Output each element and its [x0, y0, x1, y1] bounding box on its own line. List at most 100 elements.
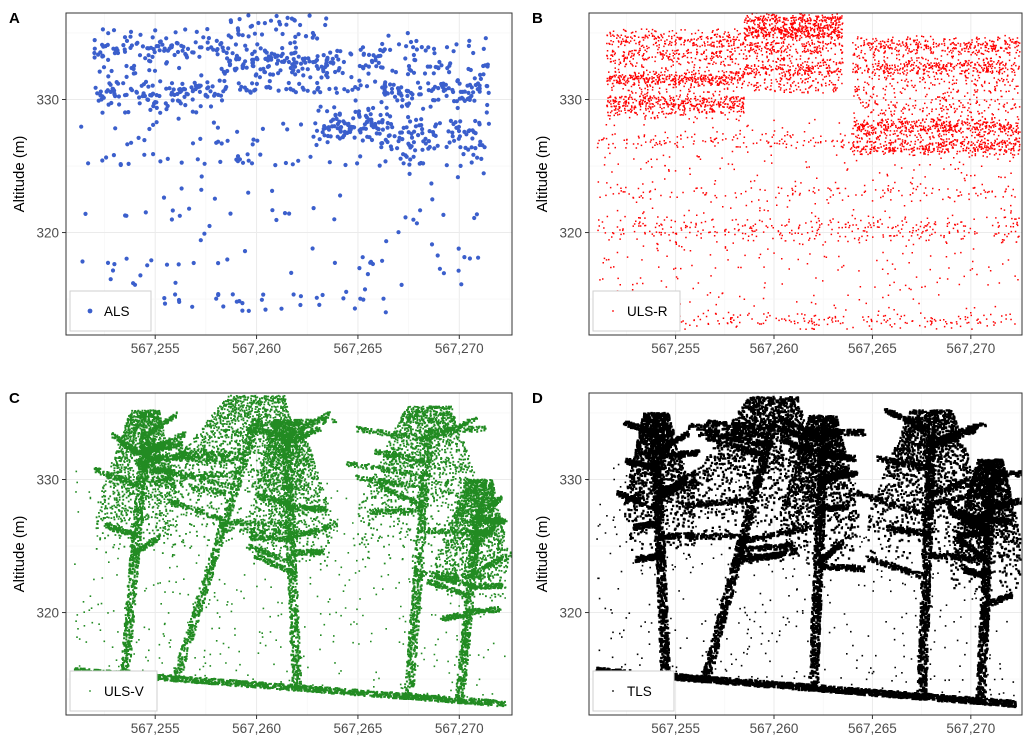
data-point [407, 171, 412, 176]
data-point [296, 54, 301, 59]
data-point [199, 73, 204, 78]
data-point [454, 42, 459, 47]
data-point [226, 33, 231, 38]
data-point [481, 72, 486, 77]
data-point [358, 154, 363, 159]
data-point [292, 17, 297, 22]
data-point [100, 110, 105, 115]
data-point [268, 72, 273, 77]
data-point [249, 161, 255, 166]
panel-c: 567,255 567,260 567,265 567,270 320 330 Altitu… [9, 390, 513, 735]
data-point [311, 33, 317, 38]
data-point [321, 53, 326, 58]
data-point [457, 96, 462, 101]
data-point [105, 42, 110, 48]
data-point [292, 64, 297, 69]
legend-key [87, 308, 93, 314]
data-point [418, 160, 424, 166]
data-point [234, 53, 239, 58]
data-point [242, 249, 248, 254]
data-point [332, 105, 337, 110]
data-point [420, 147, 425, 152]
data-point [458, 163, 463, 168]
data-point [429, 181, 434, 186]
data-point [157, 48, 162, 53]
data-point [169, 81, 175, 86]
data-point [296, 32, 301, 37]
data-point [404, 44, 409, 49]
x-tick-label: 567,260 [232, 721, 281, 735]
data-point [395, 86, 401, 91]
data-point [237, 157, 242, 162]
data-point [197, 89, 202, 94]
legend-label: ALS [104, 304, 130, 319]
y-axis-label: Altitude (m) [11, 136, 28, 213]
data-point [283, 160, 288, 166]
data-point [110, 86, 115, 91]
data-point [473, 146, 478, 151]
data-point [337, 112, 342, 117]
data-point [427, 144, 432, 150]
data-point [215, 125, 220, 130]
data-point [262, 48, 267, 53]
data-point [262, 21, 267, 26]
data-point [328, 50, 333, 55]
data-point [251, 137, 256, 142]
data-point [288, 87, 293, 92]
data-point [202, 161, 207, 166]
data-point [164, 262, 170, 267]
data-point [477, 122, 482, 127]
data-point [485, 84, 490, 89]
data-point [110, 268, 116, 273]
data-point [388, 47, 393, 53]
data-point [256, 20, 261, 26]
data-point [360, 45, 366, 50]
data-point [284, 22, 289, 27]
data-point [163, 101, 168, 106]
data-point [382, 47, 387, 52]
data-point [177, 87, 182, 92]
data-point [471, 130, 476, 135]
data-point [462, 255, 467, 260]
data-point [279, 53, 284, 59]
data-point [210, 84, 215, 89]
data-point [338, 129, 343, 134]
data-point [383, 92, 388, 97]
data-point [406, 101, 412, 106]
data-point [447, 70, 452, 75]
data-point [279, 306, 284, 311]
data-point [453, 120, 458, 125]
data-point [178, 101, 183, 106]
data-point [380, 258, 385, 263]
data-point [439, 81, 444, 87]
data-point [373, 79, 378, 84]
data-point [214, 296, 219, 301]
data-point [183, 51, 188, 57]
data-point [296, 69, 301, 74]
data-point [289, 51, 294, 56]
data-point [176, 262, 181, 267]
data-point [161, 195, 167, 200]
data-point [202, 231, 207, 236]
data-point [142, 138, 147, 143]
data-point [240, 301, 245, 306]
y-axis-label: Altitude (m) [534, 136, 551, 213]
data-point [332, 124, 337, 129]
data-point [122, 35, 128, 40]
data-point [121, 81, 126, 86]
data-point [258, 46, 263, 51]
data-point [413, 124, 418, 129]
data-point [205, 46, 210, 51]
data-point [363, 113, 368, 118]
data-point [418, 85, 423, 90]
data-point [325, 109, 330, 114]
data-point [107, 81, 112, 86]
data-point [446, 129, 451, 134]
data-point [146, 53, 151, 58]
data-point [235, 129, 240, 134]
data-point [191, 260, 196, 266]
data-point [312, 59, 317, 64]
data-point [281, 121, 286, 126]
data-point [258, 67, 263, 72]
data-point [138, 273, 143, 278]
